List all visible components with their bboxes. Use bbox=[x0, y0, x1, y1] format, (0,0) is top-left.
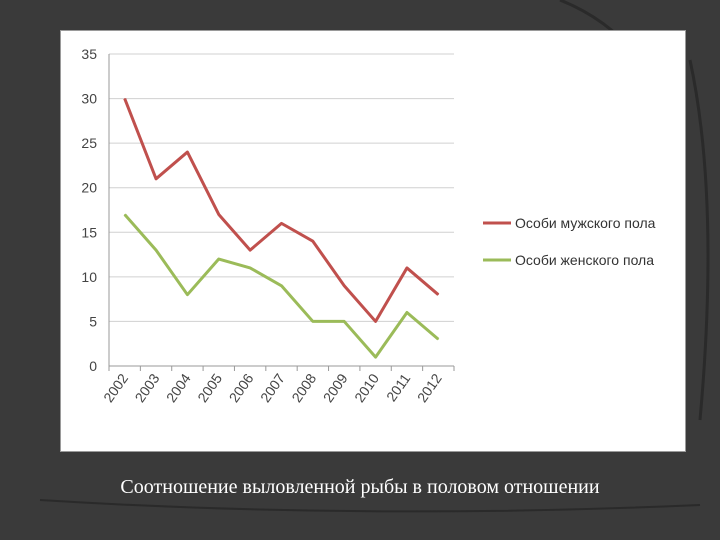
legend-label-0: Особи мужского пола bbox=[515, 215, 656, 231]
legend-label-1: Особи женского пола bbox=[515, 252, 654, 268]
series-1-point bbox=[375, 356, 377, 358]
x-tick-label: 2012 bbox=[414, 370, 445, 405]
series-1-point bbox=[437, 338, 439, 340]
y-tick-label: 35 bbox=[81, 46, 97, 62]
series-lines bbox=[123, 98, 440, 359]
series-0-point bbox=[218, 213, 220, 215]
y-tick-label: 0 bbox=[89, 358, 97, 374]
chart-panel: 0 5 10 15 20 25 30 35 2002 2003 2004 2005 2006 2007 20… bbox=[60, 30, 686, 452]
x-tick-label: 2011 bbox=[383, 370, 413, 404]
x-tick-label: 2004 bbox=[163, 370, 194, 405]
series-1-point bbox=[343, 320, 345, 322]
series-1-point bbox=[124, 213, 126, 215]
series-0-point bbox=[343, 285, 345, 287]
series-1-point bbox=[406, 312, 408, 314]
series-1-point bbox=[281, 285, 282, 287]
y-tick-label: 5 bbox=[89, 313, 97, 329]
series-0-point bbox=[437, 294, 439, 296]
grid-lines bbox=[109, 53, 454, 322]
decor-curve-bottom bbox=[39, 499, 701, 513]
y-tick-label: 25 bbox=[81, 135, 97, 151]
y-tick-label: 15 bbox=[81, 224, 97, 240]
series-0-point bbox=[124, 98, 126, 100]
x-tick-label: 2007 bbox=[257, 370, 288, 405]
series-1-point bbox=[186, 294, 188, 296]
series-1-point bbox=[155, 249, 157, 251]
series-0-point bbox=[281, 222, 282, 224]
x-tick-label: 2009 bbox=[320, 370, 351, 405]
x-tick-label: 2010 bbox=[351, 370, 382, 405]
slide-caption: Соотношение выловленной рыбы в половом о… bbox=[120, 476, 600, 498]
series-0-point bbox=[155, 178, 157, 180]
y-tick-label: 30 bbox=[81, 91, 97, 107]
series-0-point bbox=[312, 240, 314, 242]
series-0-point bbox=[375, 320, 377, 322]
legend: Особи мужского пола Особи женского пола bbox=[483, 215, 656, 268]
decor-curve-right bbox=[688, 59, 710, 421]
x-tick-label: 2003 bbox=[132, 370, 163, 405]
x-tick-label: 2002 bbox=[100, 370, 131, 405]
series-1-point bbox=[218, 258, 220, 260]
series-0-point bbox=[186, 151, 188, 153]
y-tick-label: 10 bbox=[81, 269, 97, 285]
series-1-point bbox=[249, 267, 251, 269]
series-0-point bbox=[406, 267, 408, 269]
x-tick-label: 2008 bbox=[288, 370, 319, 405]
series-0-point bbox=[249, 249, 251, 251]
x-tick-label: 2005 bbox=[194, 370, 225, 405]
series-1-point bbox=[312, 320, 314, 322]
x-tick-label: 2006 bbox=[226, 370, 257, 405]
y-tick-label: 20 bbox=[81, 180, 97, 196]
